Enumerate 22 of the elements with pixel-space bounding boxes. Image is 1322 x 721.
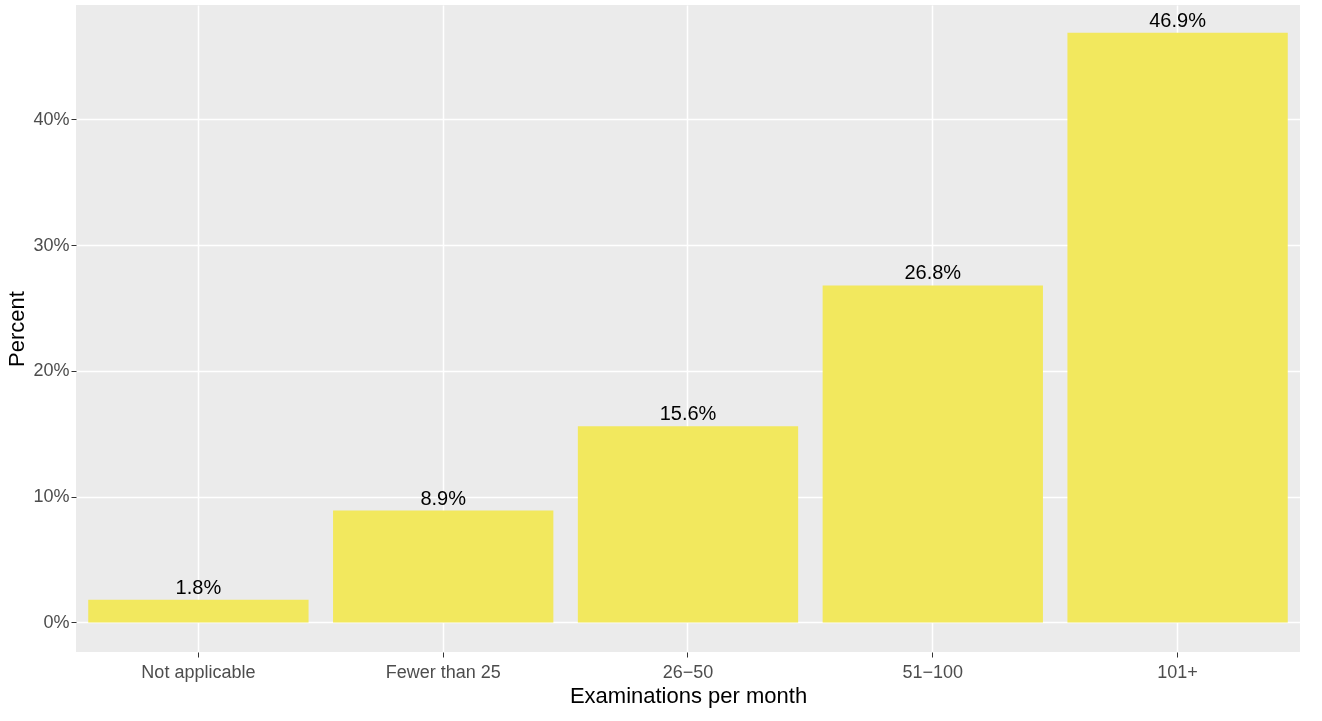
bar: [1067, 32, 1288, 623]
data-label: 46.9%: [1149, 8, 1207, 31]
bar: [577, 426, 799, 623]
x-tick-label: 51−100: [902, 661, 964, 682]
x-tick-label: 101+: [1157, 661, 1198, 682]
y-tick-label: 20%: [33, 360, 70, 381]
data-label: 26.8%: [904, 261, 962, 284]
y-tick-label: 40%: [33, 108, 70, 129]
data-label: 15.6%: [659, 402, 717, 425]
y-tick-label: 10%: [33, 486, 70, 507]
x-axis-title: Examinations per month: [569, 682, 808, 708]
x-tick-label: 26−50: [662, 661, 714, 682]
data-label: 8.9%: [420, 486, 467, 509]
x-tick-label: Fewer than 25: [385, 661, 501, 682]
y-tick-label: 30%: [33, 234, 70, 255]
y-axis-title: Percent: [4, 291, 30, 367]
bar: [333, 510, 554, 623]
data-label: 1.8%: [175, 575, 222, 598]
x-tick-label: Not applicable: [141, 661, 256, 682]
bar: [822, 285, 1043, 623]
y-tick-label: 0%: [43, 611, 70, 632]
bar: [88, 599, 309, 623]
